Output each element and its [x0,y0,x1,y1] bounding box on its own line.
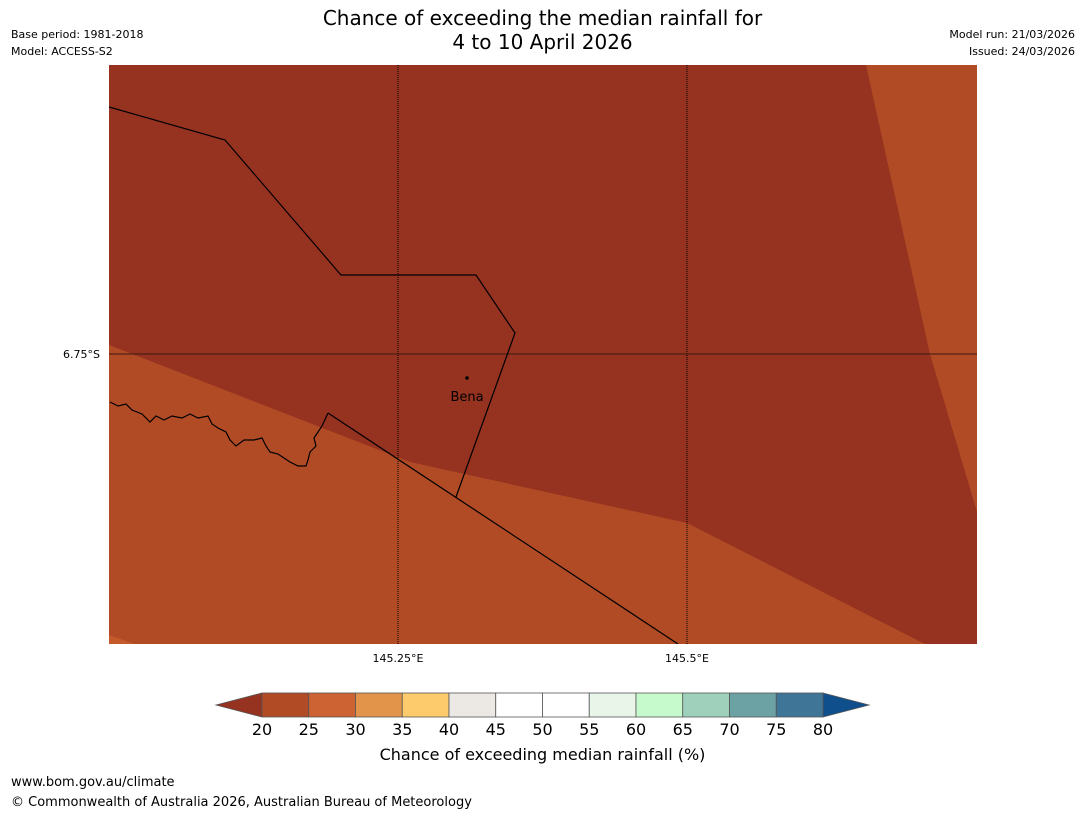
colorbar-tick-label: 30 [345,720,365,739]
colorbar-cell [261,692,310,718]
province-boundary-north [109,106,516,498]
title-line-2: 4 to 10 April 2026 [452,30,633,54]
colorbar-tick-label: 50 [532,720,552,739]
longitude-label-145-5: 145.5°E [665,652,709,665]
colorbar-tick-label: 40 [439,720,459,739]
colorbar-cell [308,692,356,718]
colorbar-tick-label: 70 [719,720,739,739]
footer-url: www.bom.gov.au/climate [11,775,175,790]
title-line-1: Chance of exceeding the median rainfall … [322,6,763,30]
colorbar-tick-label: 60 [626,720,646,739]
colorbar-cell [682,692,730,718]
colorbar-cell [401,692,450,718]
colorbar-cell [495,692,543,718]
probability-band-edge [109,635,135,644]
colorbar-tick-label: 20 [252,720,272,739]
issued-text: Issued: 24/03/2026 [968,45,1075,58]
colorbar-tick-label: 55 [579,720,599,739]
colorbar-under-arrow [214,692,263,718]
province-boundary-south [327,412,679,644]
town-label: Bena [450,390,483,405]
colorbar-cell [635,692,684,718]
footer-copyright: © Commonwealth of Australia 2026, Austra… [11,795,472,810]
colorbar-cell [448,692,497,718]
colorbar-cell [355,692,403,718]
page-title: Chance of exceeding the median rainfall … [0,6,1085,54]
colorbar-over-arrow [822,692,871,718]
colorbar-cell [542,692,590,718]
colorbar: 20 25 30 35 40 45 50 55 60 65 70 75 80 [214,692,871,739]
colorbar-cell [588,692,637,718]
base-period-text: Base period: 1981-2018 [11,28,144,41]
colorbar-tick-label: 45 [486,720,506,739]
model-text: Model: ACCESS-S2 [11,45,113,58]
colorbar-tick-label: 65 [673,720,693,739]
colorbar-cell [775,692,824,718]
longitude-label-145-25: 145.25°E [373,652,424,665]
colorbar-cell [729,692,777,718]
model-run-text: Model run: 21/03/2026 [949,28,1075,41]
colorbar-tick-label: 80 [813,720,833,739]
colorbar-tick-label: 25 [299,720,319,739]
latitude-label: 6.75°S [63,348,100,361]
colorbar-label: Chance of exceeding median rainfall (%) [379,745,706,764]
colorbar-tick-label: 75 [766,720,786,739]
river-boundary [109,401,329,467]
colorbar-tick-label: 35 [392,720,412,739]
town-marker [465,376,469,380]
